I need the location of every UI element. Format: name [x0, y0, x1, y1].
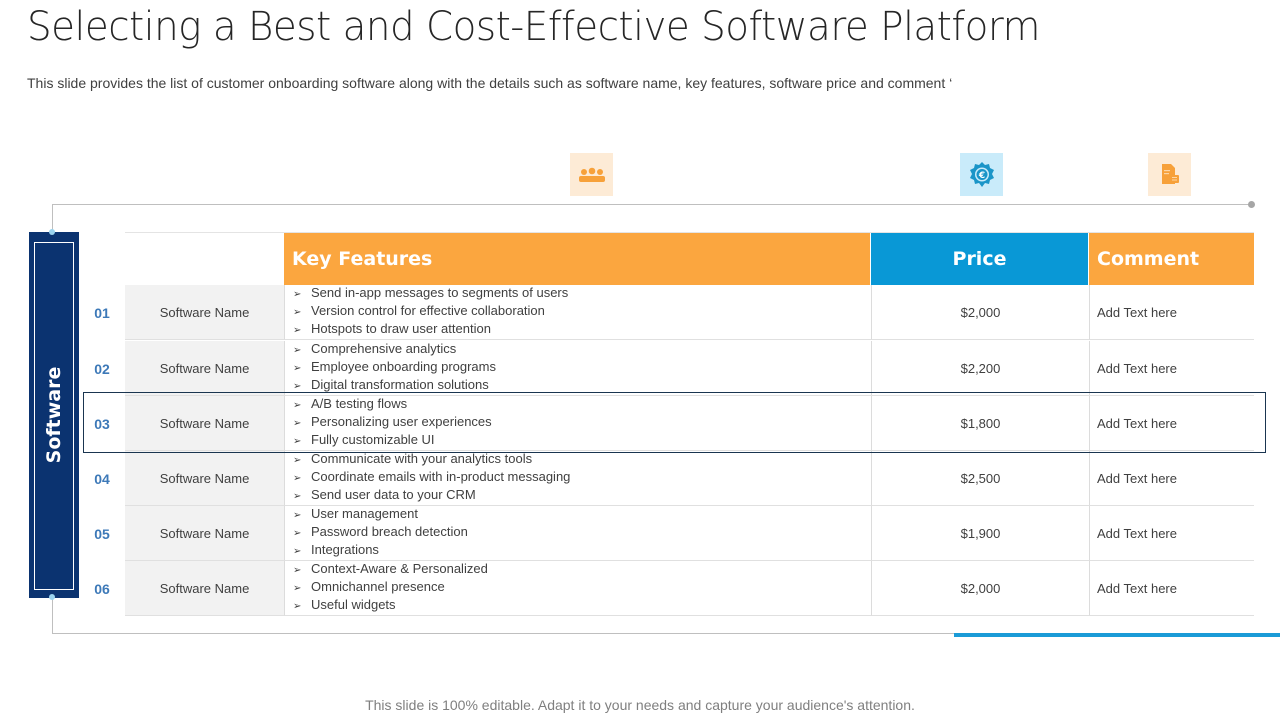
- feature-item: ➢ Omnichannel presence: [293, 579, 871, 597]
- feature-item: ➢ Personalizing user experiences: [293, 414, 871, 432]
- feature-item: ➢ User management: [293, 506, 871, 524]
- arrow-bullet-icon: ➢: [293, 345, 302, 356]
- arrow-bullet-icon: ➢: [293, 381, 302, 392]
- arrow-bullet-icon: ➢: [293, 455, 302, 466]
- arrow-bullet-icon: ➢: [293, 289, 302, 300]
- connector-line-top: [52, 204, 1251, 205]
- feature-item: ➢ Coordinate emails with in-product messa…: [293, 469, 871, 487]
- slide-title: Selecting a Best and Cost-Effective Soft…: [27, 4, 1040, 50]
- feature-item: ➢ Useful widgets: [293, 597, 871, 615]
- feature-item: ➢ Communicate with your analytics tools: [293, 451, 871, 469]
- header-key-features: Key Features: [284, 233, 870, 285]
- comment-cell: Add Text here: [1089, 285, 1254, 340]
- row-number: 06: [94, 580, 110, 597]
- comment-cell: Add Text here: [1089, 561, 1254, 616]
- feature-list: ➢ Comprehensive analytics ➢ Employee onboa…: [284, 341, 871, 396]
- row-number: 04: [94, 470, 110, 487]
- comment-cell: Add Text here: [1089, 506, 1254, 561]
- row-number: 03: [94, 415, 110, 432]
- feature-item: ➢ Context-Aware & Personalized: [293, 561, 871, 579]
- arrow-bullet-icon: ➢: [293, 510, 302, 521]
- feature-list: ➢ User management ➢ Password breach detect…: [284, 506, 871, 561]
- comment-cell: Add Text here: [1089, 451, 1254, 506]
- feature-item: ➢ Employee onboarding programs: [293, 359, 871, 377]
- software-name: Software Name: [125, 285, 284, 340]
- table-header: Key Features Price Comment: [125, 232, 1254, 285]
- software-name: Software Name: [125, 561, 284, 616]
- table-row: 03 Software Name ➢ A/B testing flows ➢ Per…: [84, 396, 1254, 451]
- feature-list: ➢ Communicate with your analytics tools ➢…: [284, 451, 871, 506]
- feature-item: ➢ Send in-app messages to segments of use…: [293, 285, 871, 303]
- table-row: 06 Software Name ➢ Context-Aware & Person…: [84, 561, 1254, 616]
- row-number: 05: [94, 525, 110, 542]
- table-row: 01 Software Name ➢ Send in-app messages t…: [84, 285, 1254, 340]
- feature-list: ➢ Context-Aware & Personalized ➢ Omnichann…: [284, 561, 871, 616]
- feature-list: ➢ A/B testing flows ➢ Personalizing user e…: [284, 396, 871, 451]
- arrow-bullet-icon: ➢: [293, 473, 302, 484]
- connector-line-bottom: [52, 633, 957, 634]
- header-price: Price: [871, 233, 1088, 285]
- documents-icon: [1148, 153, 1191, 196]
- arrow-bullet-icon: ➢: [293, 528, 302, 539]
- svg-text:€: €: [977, 171, 984, 181]
- feature-item: ➢ Fully customizable UI: [293, 432, 871, 450]
- team-icon: [570, 153, 613, 196]
- connector-line-left: [52, 597, 53, 634]
- arrow-bullet-icon: ➢: [293, 546, 302, 557]
- slide-subtitle: This slide provides the list of customer…: [27, 75, 953, 91]
- price-cell: $2,200: [871, 341, 1089, 396]
- header-comment: Comment: [1089, 233, 1254, 285]
- row-number: 02: [94, 360, 110, 377]
- arrow-bullet-icon: ➢: [293, 325, 302, 336]
- connector-dot: [1248, 201, 1255, 208]
- comment-cell: Add Text here: [1089, 396, 1254, 451]
- table-row: 05 Software Name ➢ User management ➢ Passw…: [84, 506, 1254, 561]
- arrow-bullet-icon: ➢: [293, 307, 302, 318]
- feature-item: ➢ Integrations: [293, 542, 871, 560]
- connector-dot: [49, 594, 55, 600]
- slide-footer: This slide is 100% editable. Adapt it to…: [365, 697, 915, 713]
- price-cell: $2,500: [871, 451, 1089, 506]
- table-row: 02 Software Name ➢ Comprehensive analytic…: [84, 341, 1254, 396]
- feature-list: ➢ Send in-app messages to segments of use…: [284, 285, 871, 340]
- software-name: Software Name: [125, 451, 284, 506]
- arrow-bullet-icon: ➢: [293, 363, 302, 374]
- accent-bar: [954, 633, 1280, 637]
- feature-item: ➢ Password breach detection: [293, 524, 871, 542]
- side-panel-frame: [34, 242, 74, 590]
- software-name: Software Name: [125, 396, 284, 451]
- feature-item: ➢ Hotspots to draw user attention: [293, 321, 871, 339]
- feature-item: ➢ Digital transformation solutions: [293, 377, 871, 395]
- arrow-bullet-icon: ➢: [293, 400, 302, 411]
- software-name: Software Name: [125, 506, 284, 561]
- table-row: 04 Software Name ➢ Communicate with your …: [84, 451, 1254, 506]
- feature-item: ➢ Comprehensive analytics: [293, 341, 871, 359]
- feature-item: ➢ Version control for effective collabora…: [293, 303, 871, 321]
- price-cell: $2,000: [871, 285, 1089, 340]
- software-side-panel: Software: [29, 232, 79, 598]
- price-cell: $1,800: [871, 396, 1089, 451]
- feature-item: ➢ Send user data to your CRM: [293, 487, 871, 505]
- side-panel-label: Software: [43, 366, 65, 464]
- comment-cell: Add Text here: [1089, 341, 1254, 396]
- arrow-bullet-icon: ➢: [293, 436, 302, 447]
- arrow-bullet-icon: ➢: [293, 583, 302, 594]
- feature-item: ➢ A/B testing flows: [293, 396, 871, 414]
- connector-line-left: [52, 204, 53, 234]
- price-cell: $1,900: [871, 506, 1089, 561]
- euro-badge-icon: €: [960, 153, 1003, 196]
- arrow-bullet-icon: ➢: [293, 601, 302, 612]
- arrow-bullet-icon: ➢: [293, 565, 302, 576]
- arrow-bullet-icon: ➢: [293, 491, 302, 502]
- connector-dot: [49, 229, 55, 235]
- software-name: Software Name: [125, 341, 284, 396]
- arrow-bullet-icon: ➢: [293, 418, 302, 429]
- row-number: 01: [94, 304, 110, 321]
- price-cell: $2,000: [871, 561, 1089, 616]
